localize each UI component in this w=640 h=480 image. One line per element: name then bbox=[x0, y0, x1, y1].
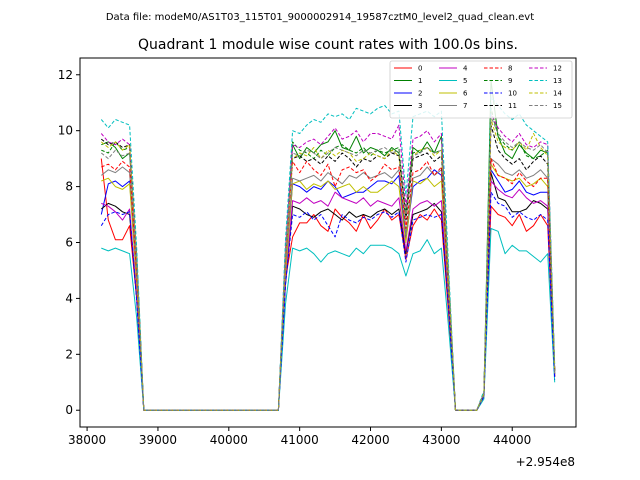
x-tick-label: 44000 bbox=[493, 433, 531, 447]
x-tick-label: 41000 bbox=[281, 433, 319, 447]
legend-label-8: 8 bbox=[508, 65, 512, 73]
legend-label-3: 3 bbox=[418, 102, 422, 110]
legend-label-6: 6 bbox=[463, 90, 468, 98]
y-axis: 0 2 4 6 8 10 12 bbox=[58, 68, 80, 417]
legend-label-15: 15 bbox=[553, 102, 562, 110]
legend-label-11: 11 bbox=[508, 102, 517, 110]
x-tick-label: 39000 bbox=[139, 433, 177, 447]
y-tick-label: 4 bbox=[65, 291, 73, 305]
y-tick-label: 6 bbox=[65, 236, 73, 250]
chart-title: Quadrant 1 module wise count rates with … bbox=[138, 37, 518, 53]
plot-frame bbox=[79, 57, 577, 428]
legend-label-14: 14 bbox=[553, 90, 562, 98]
legend-box bbox=[389, 60, 573, 119]
series-line-13 bbox=[100, 96, 556, 411]
legend-label-4: 4 bbox=[463, 65, 468, 73]
legend-label-1: 1 bbox=[418, 77, 422, 85]
legend-label-0: 0 bbox=[418, 65, 422, 73]
legend-label-5: 5 bbox=[463, 77, 467, 85]
series-line-15 bbox=[100, 116, 556, 411]
y-tick-label: 2 bbox=[65, 347, 73, 361]
legend-label-10: 10 bbox=[508, 90, 517, 98]
x-offset-label: +2.954e8 bbox=[516, 455, 575, 469]
x-tick-label: 42000 bbox=[351, 433, 389, 447]
y-tick-label: 12 bbox=[58, 68, 73, 82]
x-tick-label: 40000 bbox=[210, 433, 248, 447]
legend-label-2: 2 bbox=[418, 90, 422, 98]
legend-label-7: 7 bbox=[463, 102, 467, 110]
y-tick-label: 8 bbox=[65, 180, 73, 194]
y-tick-label: 0 bbox=[65, 403, 73, 417]
x-tick-label: 38000 bbox=[68, 433, 106, 447]
data-file-suptitle: Data file: modeM0/AS1T03_115T01_90000029… bbox=[106, 12, 534, 23]
legend-label-9: 9 bbox=[508, 77, 512, 85]
legend-label-12: 12 bbox=[553, 65, 562, 73]
x-tick-label: 43000 bbox=[422, 433, 460, 447]
x-axis: 38000 39000 40000 41000 42000 43000 44000 bbox=[68, 427, 531, 447]
legend-label-13: 13 bbox=[553, 77, 562, 85]
series-lines bbox=[100, 79, 556, 411]
y-tick-label: 10 bbox=[58, 124, 73, 138]
